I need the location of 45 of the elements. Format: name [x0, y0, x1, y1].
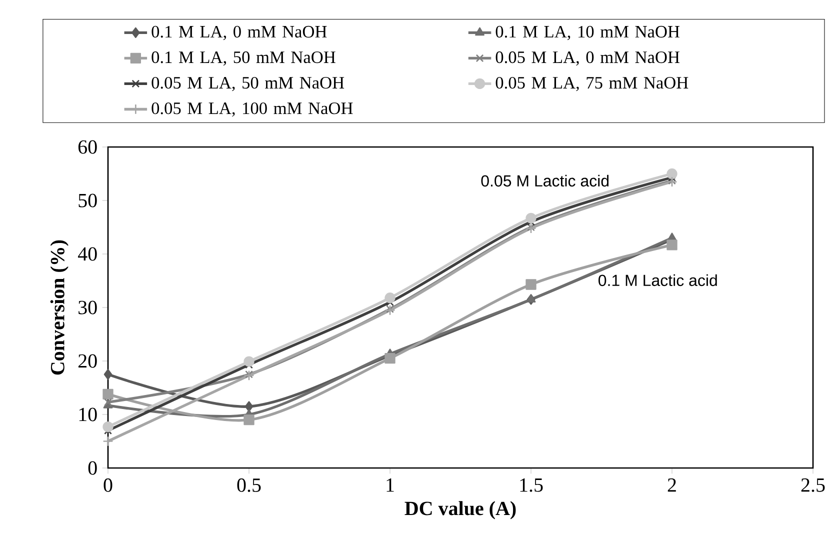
- legend-label: 0.05 M LA, 50 mM NaOH: [152, 76, 344, 92]
- legend-label: 0.05 M LA, 100 mM NaOH: [152, 102, 353, 117]
- y-tick-label: 10: [79, 408, 97, 422]
- x-tick-label: 1: [386, 478, 394, 492]
- legend-label: 0.1 M LA, 0 mM NaOH: [152, 26, 327, 40]
- point: [244, 356, 254, 367]
- legend-label: 0.05 M LA, 75 mM NaOH: [496, 76, 688, 92]
- annotation: 0.05 M Lactic acid: [481, 174, 609, 187]
- x-tick-label: 2.5: [801, 478, 825, 492]
- x-tick-label: 0: [104, 478, 112, 492]
- x-tick-label: 1.5: [520, 478, 543, 492]
- legend-label: 0.1 M LA, 50 mM NaOH: [152, 51, 336, 66]
- point: [102, 388, 114, 400]
- y-tick-label: 0: [88, 461, 97, 475]
- point: [666, 168, 678, 180]
- point: [384, 304, 396, 316]
- point: [526, 212, 536, 224]
- point: [666, 240, 678, 250]
- point: [244, 370, 254, 381]
- y-tick-label: 20: [78, 354, 97, 368]
- point: [104, 369, 112, 380]
- point: [102, 436, 114, 447]
- point: [666, 176, 678, 188]
- point: [384, 352, 396, 364]
- y-tick-label: 60: [78, 140, 97, 154]
- legend-label: 0.1 M LA, 10 mM NaOH: [496, 26, 680, 40]
- y-axis-title: Conversion (%): [50, 240, 68, 375]
- point: [244, 414, 254, 426]
- point: [526, 279, 536, 290]
- point: [526, 294, 536, 302]
- y-tick-label: 40: [78, 247, 97, 261]
- point: [384, 292, 396, 304]
- point: [244, 401, 254, 412]
- point: [102, 421, 114, 432]
- point: [526, 222, 536, 234]
- x-axis-title: DC value (A): [404, 501, 516, 520]
- point: [527, 223, 535, 232]
- annotation: 0.1 M Lactic acid: [598, 274, 717, 286]
- point: [245, 370, 253, 378]
- legend-label: 0.05 M LA, 0 mM NaOH: [496, 51, 680, 66]
- x-tick-label: 0.5: [237, 478, 261, 492]
- point: [668, 176, 676, 185]
- x-tick-label: 2: [668, 478, 676, 492]
- y-tick-label: 50: [78, 194, 97, 208]
- y-tick-label: 30: [78, 300, 97, 314]
